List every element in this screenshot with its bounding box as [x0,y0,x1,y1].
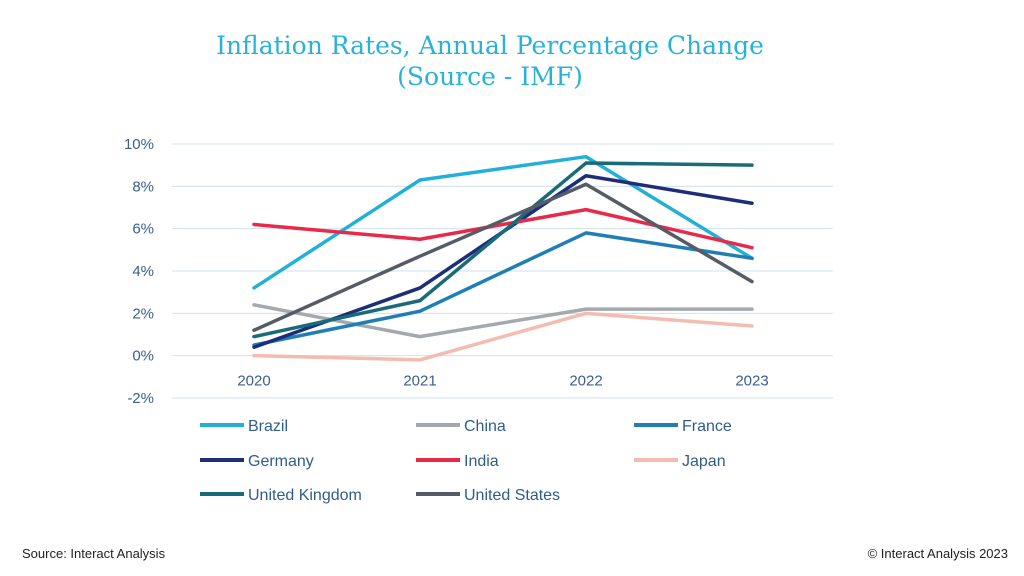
legend-label: Japan [682,453,726,470]
legend-label: India [464,453,499,470]
series-line [252,303,754,339]
x-tick-label: 2022 [569,373,602,390]
series-line [252,311,754,362]
series-line [252,161,754,339]
y-tick-label: 10% [124,136,154,153]
x-tick-label: 2020 [237,373,270,390]
series-line [252,207,754,250]
y-tick-label: 8% [132,178,154,195]
chart-subtitle: (Source - IMF) [397,62,583,91]
chart-title: Inflation Rates, Annual Percentage Chang… [0,30,980,92]
chart-title-main: Inflation Rates, Annual Percentage Chang… [216,31,764,60]
y-tick-label: -2% [127,390,154,407]
legend-label: Germany [248,453,314,470]
copyright-note: © Interact Analysis 2023 [867,546,1008,561]
legend-label: Brazil [248,418,288,435]
y-tick-label: 4% [132,263,154,280]
legend-label: France [682,418,732,435]
y-tick-label: 0% [132,348,154,365]
source-note: Source: Interact Analysis [22,546,166,561]
legend-label: United States [464,487,560,504]
legend-label: China [464,418,506,435]
series-line [252,154,754,290]
x-tick-label: 2021 [403,373,436,390]
y-tick-label: 6% [132,221,154,238]
series-line [252,231,754,347]
x-tick-label: 2023 [735,373,768,390]
y-tick-label: 2% [132,305,154,322]
series-line [252,182,754,333]
legend-label: United Kingdom [248,487,362,504]
